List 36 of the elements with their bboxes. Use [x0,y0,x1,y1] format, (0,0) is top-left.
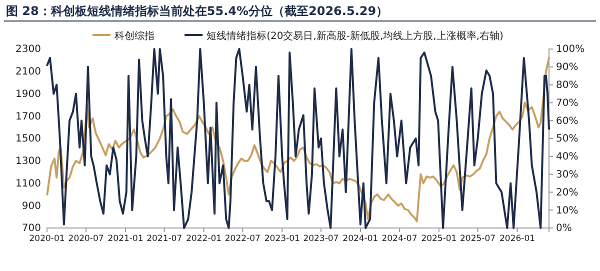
x-tick-label: 2020-07 [68,234,104,244]
x-tick-label: 2021-07 [146,234,182,244]
x-tick-label: 2023-01 [264,234,300,244]
y2-tick-label: 90% [556,62,578,74]
y2-tick-label: 40% [556,152,578,163]
y2-tick-label: 80% [556,80,578,91]
x-tick-label: 2021-01 [108,234,144,244]
y2-tick-label: 30% [556,170,578,180]
y-tick-label: 2300 [16,44,41,56]
chart-title: 图 28：科创板短线情绪指标当前处在55.4%分位（截至2026.5.29） [6,4,388,18]
x-tick-label: 2022-07 [224,234,260,244]
y-tick-label: 1300 [16,156,41,168]
y2-tick-label: 60% [556,116,578,127]
y2-tick-label: 70% [556,98,578,109]
y2-tick-label: 50% [556,134,578,145]
legend-label: 短线情绪指标(20交易日,新高股-新低股,均线上方股,上涨概率,右轴) [206,30,504,42]
y2-tick-label: 0% [556,223,572,234]
x-tick-label: 2026-01 [499,234,536,244]
y-tick-label: 1900 [16,88,41,100]
y-tick-label: 700 [22,223,41,234]
legend-label: 科创综指 [114,30,155,42]
x-tick-label: 2024-01 [342,234,378,244]
y-tick-label: 1700 [16,111,41,122]
y2-tick-label: 10% [556,205,578,216]
x-tick-label: 2020-01 [29,234,65,244]
y2-tick-label: 100% [556,44,585,56]
x-tick-label: 2022-01 [186,234,222,244]
y2-tick-label: 20% [556,187,578,198]
y-tick-label: 1100 [16,178,41,190]
y-tick-label: 900 [22,200,41,212]
x-tick-label: 2024-07 [382,234,418,244]
y-tick-label: 2100 [16,66,41,78]
x-tick-label: 2025-07 [460,234,496,244]
y-tick-label: 1500 [16,134,41,145]
x-tick-label: 2025-01 [421,234,457,244]
x-tick-label: 2023-07 [303,234,339,244]
